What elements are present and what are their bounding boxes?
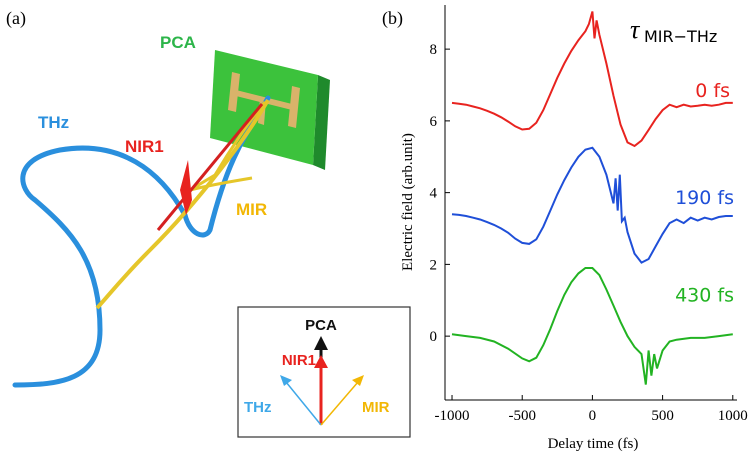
tau-symbol: τ	[630, 15, 641, 44]
series-line	[451, 267, 733, 385]
y-axis-label: Electric field (arb.unit)	[400, 133, 416, 271]
mir-beam	[95, 99, 270, 310]
nir1-pulse	[180, 160, 192, 215]
x-tick-label: -1000	[435, 408, 470, 424]
mir-label: MIR	[236, 200, 267, 219]
thz-label: THz	[38, 113, 69, 132]
mir-arrow-head	[352, 375, 364, 386]
y-tick-label: 2	[430, 257, 438, 273]
panel-label: (b)	[382, 8, 403, 29]
nir1-beam	[156, 103, 264, 231]
mir-arrow	[320, 381, 359, 426]
y-tick-label: 8	[430, 42, 438, 58]
panel-label: (a)	[6, 8, 26, 29]
pca-label: PCA	[160, 33, 196, 52]
y-tick-label: 4	[430, 186, 438, 202]
inset: PCA NIR1 THz MIR	[237, 306, 411, 438]
inset-box	[237, 306, 411, 438]
board-edge	[313, 75, 330, 170]
x-tick-label: -500	[508, 408, 536, 424]
series-label: 190 fs	[675, 187, 734, 209]
inset-mir: MIR	[362, 399, 390, 416]
thz-arrow-head	[280, 375, 292, 386]
tau-subscript: MIR−THz	[644, 27, 717, 46]
inset-thz: THz	[244, 399, 272, 416]
series-line	[451, 11, 733, 148]
series-line	[451, 146, 733, 264]
thz-arrow	[285, 381, 322, 426]
nir1-arrow-head	[314, 355, 328, 368]
diagram	[12, 50, 330, 388]
x-tick-label: 1000	[718, 408, 748, 424]
series-label: 430 fs	[675, 284, 734, 306]
pca-arrow-head	[314, 336, 328, 350]
mir-beam-2	[189, 101, 267, 192]
inset-pca: PCA	[305, 317, 337, 334]
plot: 0 2 4 6 8 -1000 -500 0 500 1000 0 fs 190 fs 430 fs	[430, 5, 748, 424]
y-tick-label: 0	[430, 329, 438, 345]
nir1-label: NIR1	[125, 137, 164, 156]
x-axis-label: Delay time (fs)	[548, 436, 639, 452]
x-tick-label: 0	[589, 408, 597, 424]
thz-beam	[12, 95, 271, 388]
x-tick-label: 500	[651, 408, 674, 424]
series-label: 0 fs	[695, 80, 730, 102]
inset-nir1: NIR1	[282, 352, 316, 369]
y-tick-label: 6	[430, 114, 438, 130]
